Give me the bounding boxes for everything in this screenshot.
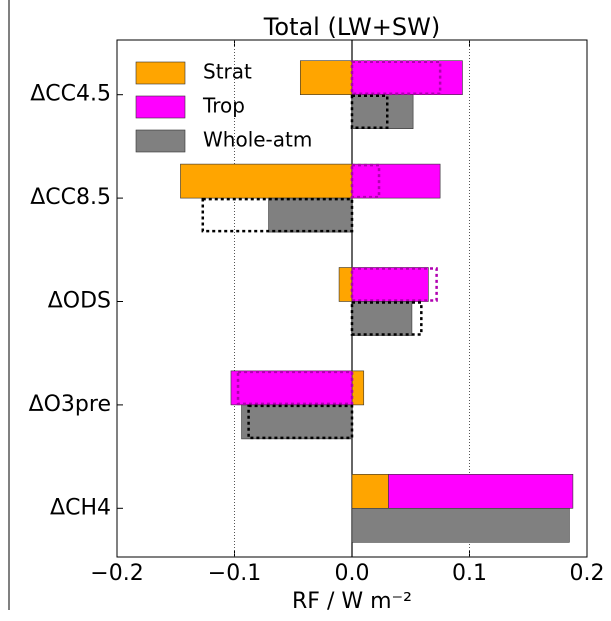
dotted-bar xyxy=(201,197,354,233)
bar xyxy=(351,301,413,336)
plot-frame xyxy=(116,39,588,558)
legend-label: Whole-atm xyxy=(203,128,312,152)
y-tick-label: ΔCC4.5 xyxy=(30,82,111,107)
legend-swatch xyxy=(135,61,186,85)
bar xyxy=(338,267,353,302)
dotted-bar xyxy=(236,370,354,406)
dotted-bar xyxy=(350,60,442,95)
legend-label: Trop xyxy=(202,94,245,118)
y-tick-label: ΔCC8.5 xyxy=(30,185,111,210)
bar xyxy=(351,60,463,96)
bar xyxy=(388,473,574,509)
bar xyxy=(180,163,353,199)
dotted-bar xyxy=(350,94,389,129)
dotted-bar xyxy=(350,301,423,336)
bar xyxy=(268,197,353,233)
bar xyxy=(299,60,353,96)
bar xyxy=(241,404,353,440)
dotted-bar xyxy=(350,163,381,199)
bar xyxy=(351,507,570,543)
x-tick-label: 0.1 xyxy=(452,561,487,586)
legend-swatch xyxy=(135,129,186,153)
legend-swatch xyxy=(135,95,186,119)
y-tick-label: ΔO3pre xyxy=(29,392,111,417)
bar xyxy=(351,370,365,406)
dotted-bar xyxy=(350,267,438,302)
dotted-bar xyxy=(247,404,354,440)
bar xyxy=(351,473,389,509)
x-tick-label: −0.2 xyxy=(90,561,143,586)
bar xyxy=(351,163,441,199)
bar xyxy=(351,94,414,129)
chart-title: Total (LW+SW) xyxy=(263,13,440,41)
x-axis-label: RF / W m⁻² xyxy=(292,589,412,614)
bar xyxy=(230,370,353,406)
x-tick-label: 0.0 xyxy=(335,561,370,586)
bar xyxy=(351,267,429,302)
legend-label: Strat xyxy=(203,60,252,84)
y-tick-label: ΔCH4 xyxy=(50,495,111,520)
x-tick-label: 0.2 xyxy=(570,561,605,586)
y-tick-label: ΔODS xyxy=(48,289,111,314)
x-tick-label: −0.1 xyxy=(208,561,261,586)
